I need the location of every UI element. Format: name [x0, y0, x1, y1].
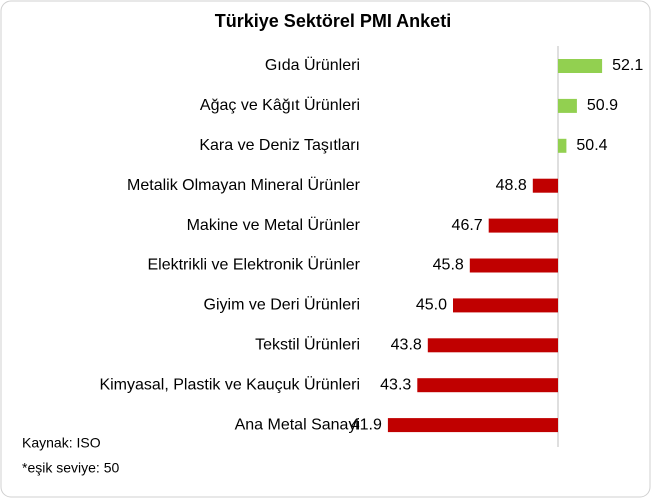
value-label: 48.8 — [496, 177, 527, 194]
bar — [558, 59, 603, 73]
value-label: 41.9 — [351, 416, 382, 433]
value-label: 43.3 — [380, 376, 411, 393]
category-label: Makine ve Metal Ürünler — [187, 216, 361, 234]
bar — [453, 298, 558, 313]
threshold-note: *eşik seviye: 50 — [22, 460, 119, 476]
category-label: Metalik Olmayan Mineral Ürünler — [127, 176, 361, 194]
bar — [417, 378, 558, 393]
bar — [387, 418, 558, 433]
category-label: Elektrikli ve Elektronik Ürünler — [147, 256, 360, 274]
value-label: 45.8 — [433, 257, 464, 274]
category-label: Ağaç ve Kâğıt Ürünleri — [200, 96, 360, 114]
category-label: Tekstil Ürünleri — [255, 336, 360, 354]
value-label: 50.4 — [576, 137, 607, 154]
bar — [427, 338, 558, 353]
value-label: 45.0 — [416, 297, 447, 314]
category-label: Kimyasal, Plastik ve Kauçuk Ürünleri — [99, 375, 360, 393]
chart-title: Türkiye Sektörel PMI Anketi — [215, 11, 451, 31]
bar — [488, 218, 558, 233]
category-label: Kara ve Deniz Taşıtları — [199, 137, 360, 154]
category-label: Gıda Ürünleri — [265, 56, 360, 74]
bar — [558, 98, 577, 113]
category-label: Giyim ve Deri Ürünleri — [204, 296, 360, 314]
value-label: 50.9 — [587, 97, 618, 114]
category-label: Ana Metal Sanayi — [235, 416, 360, 433]
bar — [532, 178, 558, 193]
value-label: 46.7 — [452, 217, 483, 234]
bar — [469, 258, 558, 273]
value-label: 43.8 — [391, 337, 422, 354]
value-label: 52.1 — [612, 57, 643, 74]
bar — [558, 138, 567, 153]
source-note: Kaynak: ISO — [22, 435, 101, 451]
